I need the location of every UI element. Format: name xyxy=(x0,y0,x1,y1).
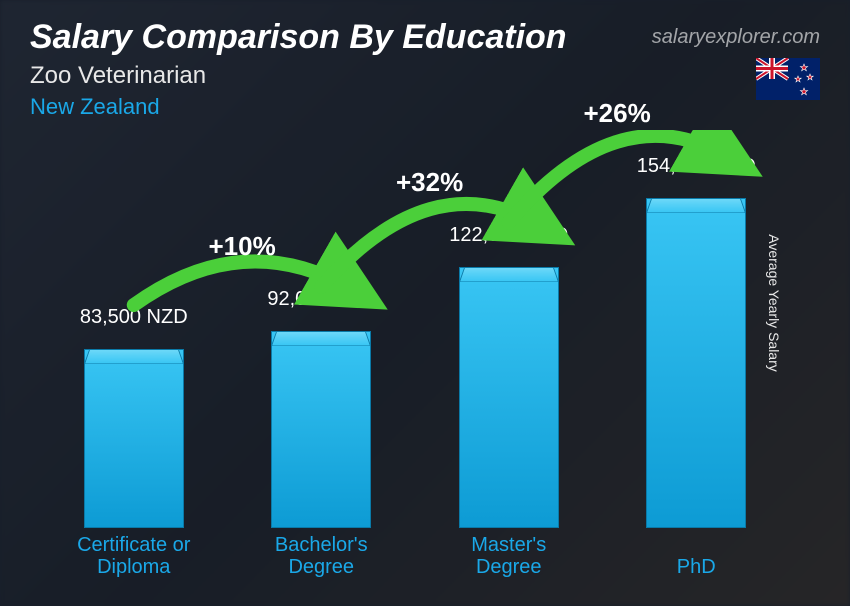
bar-top-face xyxy=(646,199,746,213)
bar-top-face xyxy=(271,331,371,345)
increase-pct-label: +10% xyxy=(209,231,276,262)
watermark-text: salaryexplorer.com xyxy=(652,26,820,49)
bar-chart: 83,500 NZD Certificate orDiploma 92,000 NZ… xyxy=(40,130,790,576)
bar-category-label: Master'sDegree xyxy=(471,534,546,578)
bar-group: 83,500 NZD Certificate orDiploma xyxy=(40,130,228,576)
bar-value-label: 83,500 NZD xyxy=(80,306,188,329)
bar xyxy=(84,349,184,528)
bar-value-label: 92,000 NZD xyxy=(267,288,375,311)
chart-country: New Zealand xyxy=(30,94,160,120)
chart-title: Salary Comparison By Education xyxy=(30,18,567,57)
bar-group: 92,000 NZD Bachelor'sDegree xyxy=(228,130,416,576)
bar-value-label: 122,000 NZD xyxy=(449,224,568,247)
flag-icon xyxy=(756,58,820,100)
bar-group: 154,000 NZD PhD xyxy=(603,130,791,576)
bar xyxy=(646,198,746,528)
bar xyxy=(271,331,371,528)
increase-pct-label: +32% xyxy=(396,167,463,198)
bar-category-label: PhD xyxy=(677,556,716,578)
content-layer: Salary Comparison By Education Zoo Veter… xyxy=(0,0,850,606)
bar-category-label: Bachelor'sDegree xyxy=(275,534,368,578)
chart-subtitle: Zoo Veterinarian xyxy=(30,62,206,90)
bar xyxy=(459,267,559,528)
increase-pct-label: +26% xyxy=(584,98,651,129)
bar-category-label: Certificate orDiploma xyxy=(77,534,190,578)
bar-value-label: 154,000 NZD xyxy=(637,155,756,178)
bar-top-face xyxy=(459,267,559,281)
bar-top-face xyxy=(84,350,184,364)
